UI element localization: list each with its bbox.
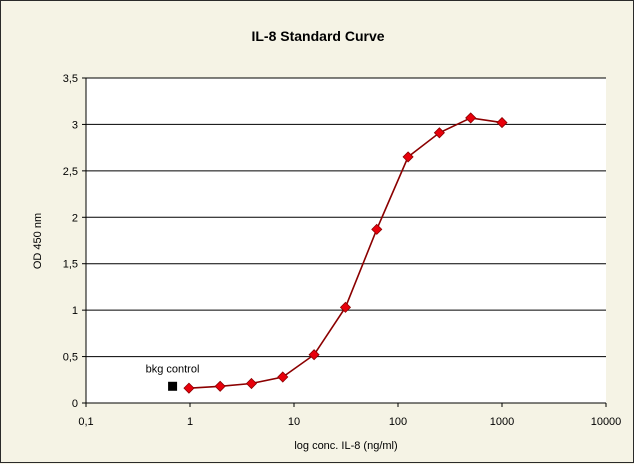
y-tick-label: 1,5 <box>63 259 78 271</box>
gridlines <box>86 77 606 358</box>
data-point <box>371 223 383 235</box>
chart-title: IL-8 Standard Curve <box>251 28 384 44</box>
y-tick-label: 0,5 <box>63 352 78 364</box>
data-point <box>433 127 445 139</box>
data-point <box>496 117 508 129</box>
data-point <box>402 151 414 163</box>
data-point <box>465 112 477 124</box>
y-tick-label: 3 <box>72 119 78 131</box>
x-tick-label: 10000 <box>591 416 622 428</box>
x-axis-title: log conc. IL-8 (ng/ml) <box>294 440 397 452</box>
data-point <box>214 380 226 392</box>
data-point <box>308 349 320 361</box>
y-tick-label: 0 <box>72 398 78 410</box>
axes: 0 0,5 1 1,5 2 2,5 3 3,5 0,1 1 10 100 1000 10000 <box>63 73 622 428</box>
y-tick-label: 2,5 <box>63 166 78 178</box>
x-tick-label: 1 <box>187 416 193 428</box>
plot-area <box>86 78 606 403</box>
data-point <box>183 382 195 394</box>
x-tick-label: 1000 <box>490 416 514 428</box>
bkg-control-marker <box>168 381 178 391</box>
y-tick-label: 2 <box>72 212 78 224</box>
data-point <box>339 301 352 313</box>
y-tick-label: 3,5 <box>63 73 78 85</box>
y-axis-title: OD 450 nm <box>32 213 44 269</box>
data-point <box>245 377 258 390</box>
x-tick-label: 100 <box>389 416 407 428</box>
annotations: bkg control <box>146 363 200 391</box>
y-tick-label: 1 <box>72 305 78 317</box>
data-series <box>183 112 508 394</box>
x-tick-label: 10 <box>288 416 300 428</box>
bkg-control-label: bkg control <box>146 363 200 375</box>
data-point <box>277 371 289 383</box>
x-tick-label: 0,1 <box>78 416 93 428</box>
